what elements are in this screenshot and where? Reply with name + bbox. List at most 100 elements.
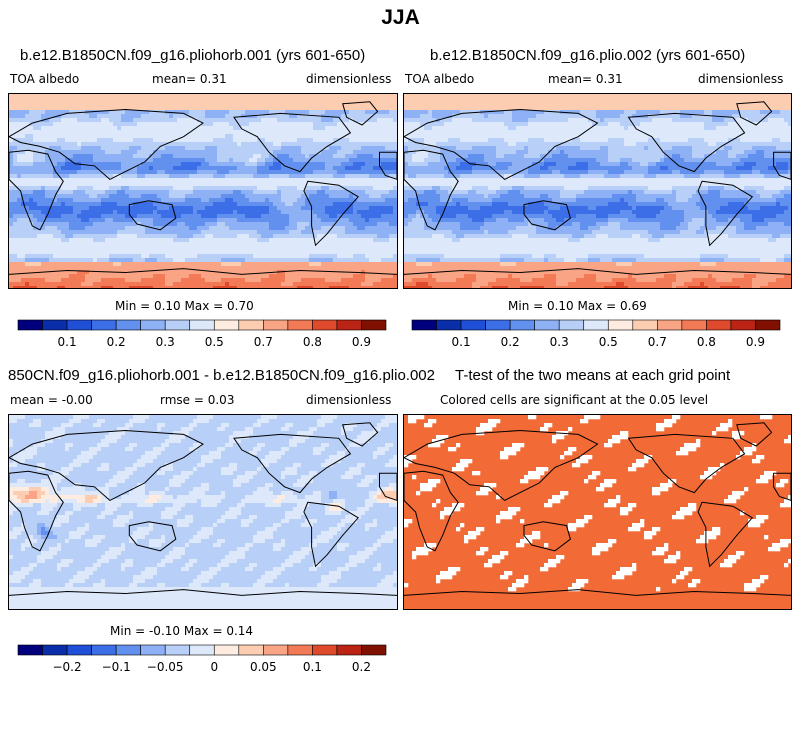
field-cell — [153, 270, 158, 275]
field-cell — [197, 282, 202, 287]
field-cell — [285, 150, 290, 155]
field-cell — [229, 150, 234, 155]
field-cell — [273, 266, 278, 271]
field-cell — [365, 94, 370, 99]
field-cell — [444, 98, 449, 103]
field-cell — [301, 278, 306, 283]
field-cell — [125, 190, 130, 195]
field-cell — [205, 278, 210, 283]
field-cell — [381, 246, 386, 251]
field-cell — [85, 238, 90, 243]
field-cell — [369, 242, 374, 247]
field-cell — [305, 230, 310, 235]
field-cell — [265, 178, 270, 183]
field-cell — [305, 122, 310, 127]
field-cell — [85, 286, 90, 288]
field-cell — [213, 158, 218, 163]
field-cell — [353, 230, 358, 235]
field-cell — [389, 246, 394, 251]
field-cell — [353, 282, 358, 287]
field-cell — [209, 178, 214, 183]
field-cell — [117, 202, 122, 207]
field-cell — [121, 222, 126, 227]
field-cell — [61, 194, 66, 199]
field-cell — [305, 134, 310, 139]
field-cell — [664, 98, 669, 103]
field-cell — [97, 98, 102, 103]
field-cell — [177, 98, 182, 103]
field-cell — [117, 110, 122, 115]
field-cell — [373, 122, 378, 127]
field-cell — [189, 190, 194, 195]
field-cell — [389, 174, 394, 179]
field-cell — [97, 130, 102, 135]
field-cell — [341, 130, 346, 135]
field-cell — [197, 286, 202, 288]
field-cell — [273, 226, 278, 231]
field-cell — [45, 118, 50, 123]
field-cell — [365, 122, 370, 127]
field-cell — [177, 218, 182, 223]
field-cell — [313, 218, 318, 223]
field-cell — [117, 250, 122, 255]
field-cell — [285, 278, 290, 283]
field-cell — [193, 138, 198, 143]
field-cell — [173, 286, 178, 288]
field-cell — [65, 154, 70, 159]
field-cell — [149, 118, 154, 123]
field-cell — [329, 154, 334, 159]
field-cell — [281, 206, 286, 211]
field-cell — [197, 186, 202, 191]
field-cell — [317, 262, 322, 267]
field-cell — [309, 242, 314, 247]
field-cell — [369, 194, 374, 199]
panel1-minmax: Min = 0.10 Max = 0.70 — [115, 299, 254, 313]
field-cell — [49, 234, 54, 239]
field-cell — [117, 206, 122, 211]
field-cell — [193, 218, 198, 223]
field-cell — [297, 162, 302, 167]
field-cell — [113, 218, 118, 223]
field-cell — [157, 254, 162, 259]
colorbar1-cell-7 — [189, 319, 215, 331]
field-cell — [389, 274, 394, 279]
field-cell — [345, 186, 350, 191]
field-cell — [253, 282, 258, 287]
field-cell — [393, 118, 397, 123]
field-cell — [145, 254, 150, 259]
field-cell — [281, 262, 286, 267]
field-cell — [101, 122, 106, 127]
field-cell — [333, 230, 338, 235]
field-cell — [393, 122, 397, 127]
field-cell — [81, 226, 86, 231]
field-cell — [93, 198, 98, 203]
field-cell — [241, 202, 246, 207]
field-cell — [105, 114, 110, 119]
field-cell — [25, 278, 30, 283]
field-cell — [185, 134, 190, 139]
field-cell — [289, 214, 294, 219]
field-cell — [269, 238, 274, 243]
field-cell — [149, 186, 154, 191]
field-cell — [309, 226, 314, 231]
field-cell — [341, 182, 346, 187]
field-cell — [121, 246, 126, 251]
field-cell — [393, 218, 397, 223]
field-cell — [41, 102, 46, 107]
field-cell — [89, 238, 94, 243]
field-cell — [109, 210, 114, 215]
field-cell — [752, 98, 757, 103]
field-cell — [265, 246, 270, 251]
field-cell — [373, 150, 378, 155]
field-cell — [169, 114, 174, 119]
field-cell — [197, 226, 202, 231]
field-cell — [261, 286, 266, 288]
field-cell — [333, 110, 338, 115]
field-cell — [369, 118, 374, 123]
field-cell — [357, 202, 362, 207]
field-cell — [17, 214, 22, 219]
field-cell — [13, 222, 18, 227]
field-cell — [89, 226, 94, 231]
field-cell — [333, 174, 338, 179]
field-cell — [29, 266, 34, 271]
